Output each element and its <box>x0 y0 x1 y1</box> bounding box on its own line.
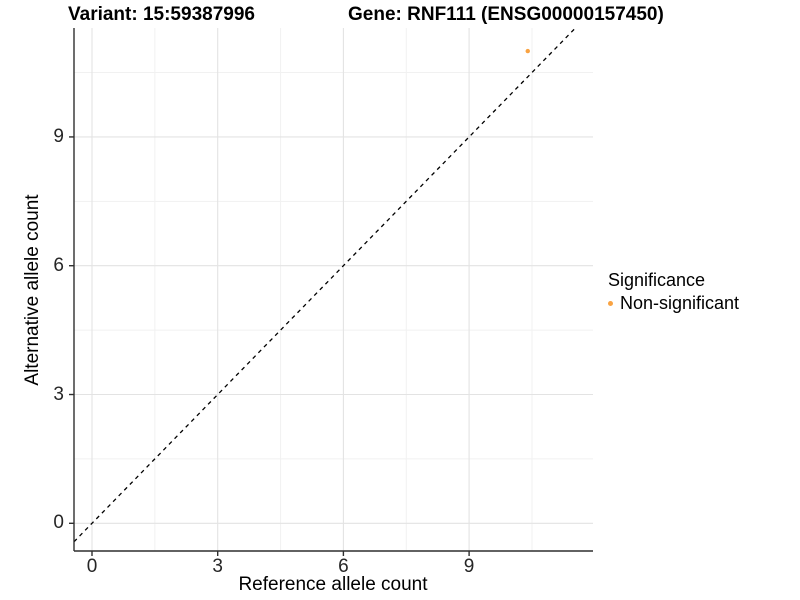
y-axis-title: Alternative allele count <box>22 194 43 386</box>
data-point-non-significant <box>525 48 530 54</box>
x-tick-label: 3 <box>212 556 223 577</box>
x-axis-title: Reference allele count <box>238 574 428 595</box>
y-tick-label: 0 <box>53 512 64 534</box>
gene-title: Gene: RNF111 (ENSG00000157450) <box>348 4 664 25</box>
variant-title: Variant: 15:59387996 <box>68 4 255 25</box>
x-tick-label: 6 <box>338 556 349 577</box>
legend-title: Significance <box>608 270 706 290</box>
x-tick-label: 9 <box>463 556 475 577</box>
x-tick-label: 0 <box>86 556 98 577</box>
legend: Significance Non-significant <box>608 270 739 314</box>
identity-dashed-line <box>73 27 576 543</box>
non-significant-point-icon <box>608 301 613 306</box>
y-tick-label: 9 <box>53 125 64 147</box>
legend-entry-non-significant: Non-significant <box>608 293 739 314</box>
legend-entry-label: Non-significant <box>620 293 740 313</box>
y-tick-label: 3 <box>53 383 64 405</box>
y-tick-label: 6 <box>53 254 64 276</box>
